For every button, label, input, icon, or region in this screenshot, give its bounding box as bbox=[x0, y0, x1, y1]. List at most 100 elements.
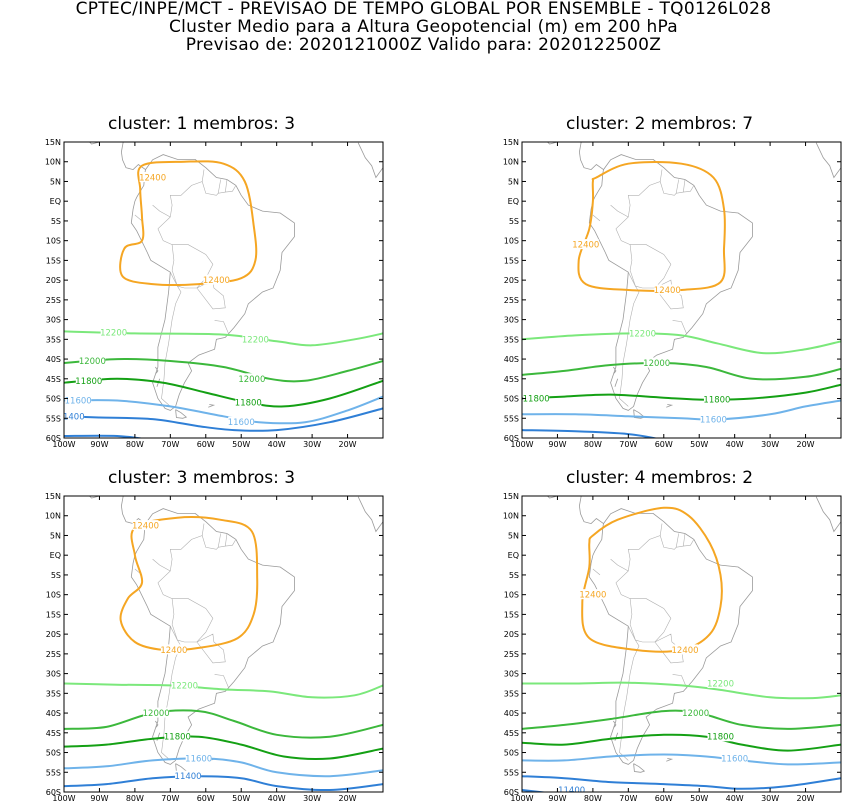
panel-2-title: cluster: 2 membros: 7 bbox=[566, 114, 754, 134]
lat-label: 50S bbox=[46, 395, 61, 404]
contour-label-bg bbox=[238, 373, 265, 384]
contour-label-12000: 12000 bbox=[238, 375, 265, 385]
contour-label-bg bbox=[707, 731, 734, 742]
contour-label-12200: 12200 bbox=[707, 679, 734, 689]
coastline-south-america bbox=[130, 508, 295, 765]
lon-label: 40W bbox=[268, 794, 286, 803]
contour-12200 bbox=[64, 682, 383, 699]
contour-11600 bbox=[522, 399, 841, 421]
contour-11400 bbox=[64, 407, 383, 432]
lon-label: 100W bbox=[52, 794, 75, 803]
header-title-line-3: Previsao de: 2020121000Z Valido para: 20… bbox=[185, 35, 662, 55]
lat-label: 10S bbox=[504, 237, 519, 246]
lat-label: 55S bbox=[46, 768, 61, 777]
country-border-3 bbox=[157, 582, 173, 599]
contour-12200 bbox=[64, 330, 383, 347]
country-border-0 bbox=[171, 598, 214, 643]
lat-label: 25S bbox=[46, 296, 61, 305]
lon-label: 100W bbox=[510, 794, 533, 803]
coastline-africa bbox=[815, 142, 841, 179]
lon-label: 90W bbox=[548, 440, 566, 449]
contour-11600 bbox=[64, 757, 383, 778]
contour-12200 bbox=[522, 332, 841, 355]
plot-area bbox=[522, 496, 841, 792]
lat-label: EQ bbox=[50, 197, 61, 206]
lat-label: 15N bbox=[45, 138, 61, 147]
country-border-2 bbox=[610, 204, 629, 218]
coastline-island-0 bbox=[613, 366, 617, 374]
country-border-1 bbox=[157, 169, 205, 230]
lat-label: 30S bbox=[504, 670, 519, 679]
lat-label: 45S bbox=[46, 729, 61, 738]
contour-12000 bbox=[64, 358, 383, 383]
coastline-central-america bbox=[546, 496, 604, 525]
contour-label-bg bbox=[100, 327, 127, 338]
lat-label: 60S bbox=[504, 434, 519, 443]
lon-label: 40W bbox=[726, 794, 744, 803]
map-panel-cluster-3: 12400 12400 12200 12000 11800 11600 11400 15N 10… bbox=[45, 492, 384, 803]
lat-label: 40S bbox=[504, 355, 519, 364]
contour-southern bbox=[64, 434, 146, 438]
lat-label: 30S bbox=[46, 316, 61, 325]
coastline-central-america bbox=[88, 496, 146, 525]
contour-label-bg bbox=[160, 644, 187, 655]
contour-12000 bbox=[522, 709, 841, 730]
contour-11600 bbox=[522, 753, 841, 766]
lat-label: 35S bbox=[504, 689, 519, 698]
lon-label: 60W bbox=[655, 440, 673, 449]
contour-label-11600: 11600 bbox=[185, 754, 212, 764]
lat-label: EQ bbox=[50, 551, 61, 560]
lat-label: EQ bbox=[508, 551, 519, 560]
lat-label: 5S bbox=[51, 571, 61, 580]
lon-label: 20W bbox=[339, 440, 357, 449]
lat-label: 10S bbox=[504, 591, 519, 600]
contour-12400 bbox=[577, 160, 726, 292]
lat-label: 60S bbox=[46, 434, 61, 443]
header-title-line-1: CPTEC/INPE/MCT - PREVISAO DE TEMPO GLOBA… bbox=[75, 0, 772, 19]
coastline-island-1 bbox=[614, 378, 619, 387]
lat-label: 25S bbox=[46, 650, 61, 659]
lat-label: 50S bbox=[504, 395, 519, 404]
lat-label: 5S bbox=[51, 217, 61, 226]
coastline-island-0 bbox=[613, 720, 617, 728]
contour-11800 bbox=[64, 377, 383, 408]
lat-label: EQ bbox=[508, 197, 519, 206]
country-border-7 bbox=[217, 533, 228, 548]
country-border-4 bbox=[654, 279, 684, 310]
country-border-3 bbox=[615, 582, 631, 599]
country-border-6 bbox=[619, 626, 640, 761]
contour-label-bg bbox=[721, 752, 748, 763]
contour-label-bg bbox=[132, 520, 159, 531]
lat-label: 30S bbox=[46, 670, 61, 679]
contour-12000 bbox=[64, 709, 383, 739]
lat-label: 5N bbox=[50, 531, 61, 540]
contour-label-11800: 11800 bbox=[523, 395, 550, 405]
contour-label-bg bbox=[65, 395, 92, 406]
lat-label: 55S bbox=[504, 768, 519, 777]
contour-label-11400: 11400 bbox=[175, 772, 202, 782]
contour-12400 bbox=[581, 506, 723, 653]
lat-label: 10S bbox=[46, 591, 61, 600]
lon-label: 60W bbox=[197, 440, 215, 449]
contour-label-12200: 12200 bbox=[629, 329, 656, 339]
coastline-island-0 bbox=[155, 366, 159, 374]
contour-label-bg bbox=[175, 770, 202, 781]
contour-label-11800: 11800 bbox=[707, 733, 734, 743]
contour-label-bg bbox=[171, 679, 198, 690]
country-border-8 bbox=[225, 185, 237, 193]
country-border-7 bbox=[675, 179, 686, 194]
coastline-central-america bbox=[88, 142, 146, 171]
lat-label: 50S bbox=[46, 749, 61, 758]
lon-label: 70W bbox=[619, 440, 637, 449]
country-border-3 bbox=[157, 228, 173, 245]
coastline-africa bbox=[357, 496, 383, 533]
contour-label-11800: 11800 bbox=[164, 733, 191, 743]
contour-label-bg bbox=[203, 274, 230, 285]
lat-label: 20S bbox=[46, 630, 61, 639]
lat-label: 30S bbox=[504, 316, 519, 325]
country-border-4 bbox=[196, 633, 226, 664]
lat-label: 55S bbox=[504, 414, 519, 423]
contour-label-12000: 12000 bbox=[643, 359, 670, 369]
lat-label: 5N bbox=[508, 531, 519, 540]
contour-label-bg bbox=[235, 396, 262, 407]
